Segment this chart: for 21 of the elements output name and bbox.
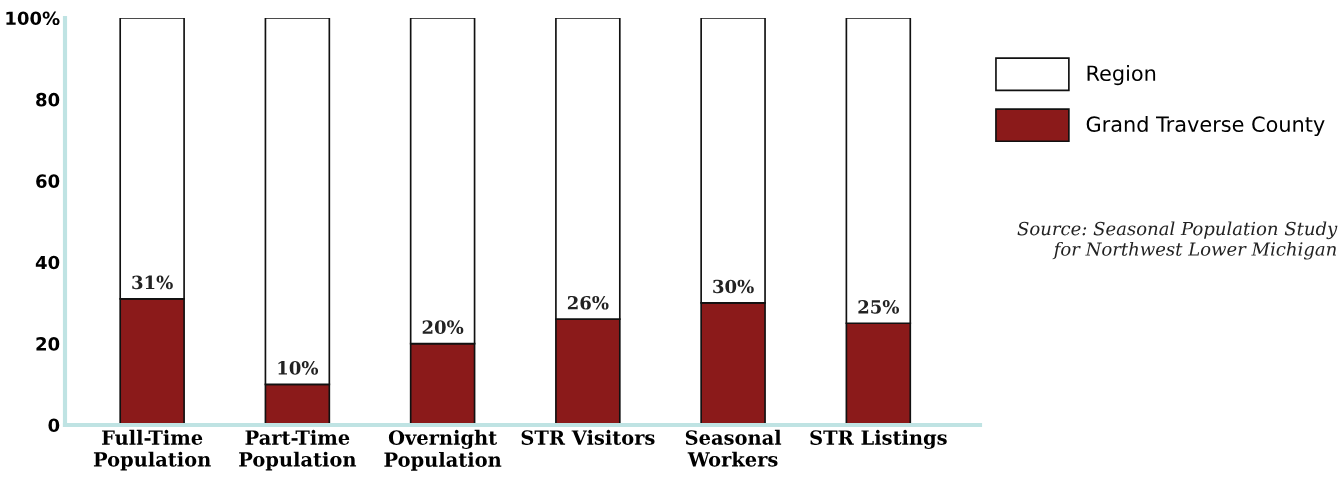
y-tick-label: 0 (48, 418, 60, 433)
data-label: 20% (422, 320, 464, 334)
data-label: 31% (132, 275, 173, 290)
data-label: 26% (567, 295, 609, 310)
x-tick-label: Part-Time Population (239, 429, 357, 471)
legend-label: Grand Traverse County (1086, 115, 1325, 137)
data-label: 10% (278, 361, 319, 375)
y-tick-label: 40 (35, 255, 60, 270)
y-tick-label: 100% (6, 11, 60, 26)
x-tick-label: STR Listings (810, 429, 947, 449)
x-tick-label: STR Visitors (521, 429, 655, 445)
x-tick-label: Full-Time Population (93, 429, 211, 471)
y-tick-label: 80 (36, 92, 60, 107)
x-tick-label: Seasonal Workers (685, 429, 782, 467)
data-label: 30% (713, 279, 754, 294)
legend-label: Region (1087, 64, 1156, 86)
y-tick-label: 20 (36, 337, 60, 351)
y-tick-label: 60 (36, 174, 60, 188)
x-tick-label: Overnight Population (384, 429, 502, 471)
source-note: Source: Seasonal Population Study for Northwest Lower Michigan (1017, 221, 1338, 260)
data-label: 25% (858, 299, 900, 314)
